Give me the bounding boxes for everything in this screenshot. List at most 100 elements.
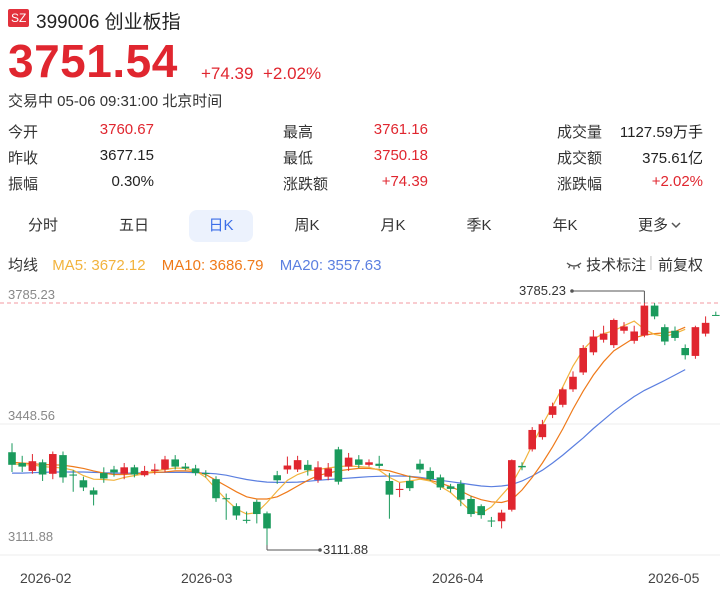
candle-body (599, 333, 608, 340)
candle-body (28, 461, 37, 471)
max-annotation-dot (570, 289, 574, 293)
last-price: 3751.54 (8, 35, 178, 87)
candle-body (518, 465, 526, 468)
kline-chart[interactable]: 3785.23 3448.56 3111.88 3785.23 3111.88 (0, 275, 720, 565)
x-tick-label: 2026-04 (432, 570, 484, 586)
tab-3[interactable]: 周K (275, 210, 339, 242)
candle-body (589, 336, 598, 353)
ma20-value: MA20: 3557.63 (279, 257, 382, 274)
tech-annotation-toggle[interactable]: 技术标注 (566, 254, 646, 275)
ma-label: 均线 (8, 257, 39, 274)
candle-body (355, 459, 363, 465)
adjust-button[interactable]: 前复权 (658, 257, 704, 274)
candle-body (365, 462, 373, 465)
candle-body (222, 498, 230, 500)
stat-value: +2.02% (651, 173, 703, 190)
y-tick-label: 3448.56 (8, 408, 55, 423)
candle-body (579, 348, 587, 373)
tab-2[interactable]: 日K (189, 210, 253, 242)
candle-body (38, 462, 47, 475)
candle-body (528, 429, 536, 450)
candle-body (559, 389, 567, 405)
ma-legend: 均线 MA5: 3672.12 MA10: 3686.79 MA20: 3557… (8, 254, 712, 275)
candle-body (701, 322, 710, 334)
ma10-value: MA10: 3686.79 (161, 257, 264, 274)
ma5-value: MA5: 3672.12 (52, 257, 146, 274)
eye-icon (566, 262, 582, 270)
stat-label: 涨跌额 (283, 176, 329, 193)
price-change: +74.39 (201, 64, 254, 83)
candle-body (538, 424, 547, 438)
stat-value: 1127.59万手 (619, 124, 703, 141)
candle-body (202, 473, 210, 475)
stat-value: 0.30% (111, 173, 154, 190)
stat-value: 375.61亿 (642, 150, 703, 167)
candle-body (446, 486, 455, 489)
candle-body (375, 463, 383, 466)
candle-body (151, 469, 159, 471)
trading-status: 交易中 05-06 09:31:00 北京时间 (8, 93, 223, 110)
stat-value: +74.39 (381, 173, 428, 190)
y-tick-label: 3785.23 (8, 287, 55, 302)
stat-value: 3750.18 (373, 147, 428, 164)
tab-0[interactable]: 分时 (11, 210, 75, 242)
stat-value: 3761.16 (373, 121, 428, 138)
candle-body (426, 470, 434, 480)
chevron-down-icon (671, 222, 681, 229)
candle-body (385, 480, 394, 495)
tab-label: 季K (466, 217, 492, 234)
stat-label: 振幅 (8, 176, 39, 193)
candle-body (548, 406, 557, 415)
candle-body (18, 463, 26, 467)
stat-label: 今开 (8, 124, 39, 141)
stat-value: 3760.67 (99, 121, 154, 138)
candle-body (344, 457, 353, 467)
candle-body (273, 475, 281, 481)
x-tick-label: 2026-02 (20, 570, 72, 586)
candle-body (110, 469, 118, 473)
candle-body (630, 331, 638, 341)
stat-label: 涨跌幅 (557, 176, 603, 193)
min-annotation-dot (318, 548, 322, 552)
candle-body (69, 474, 77, 476)
candle-body (406, 480, 414, 489)
candle-body (232, 506, 241, 516)
tab-4[interactable]: 月K (361, 210, 425, 242)
x-tick-label: 2026-03 (181, 570, 233, 586)
index-title: 399006 创业板指 (36, 12, 181, 33)
stat-label: 成交量 (557, 124, 603, 141)
x-tick-label: 2026-05 (648, 570, 700, 586)
candle-body (120, 467, 128, 474)
candle-body (8, 452, 16, 465)
candle-body (212, 479, 220, 499)
candle-body (100, 473, 108, 479)
candle-body (191, 468, 200, 474)
candle-body (130, 467, 139, 475)
candle-body (497, 512, 506, 522)
tab-label: 月K (380, 217, 406, 234)
candle-body (253, 501, 261, 515)
tab-label: 更多 (637, 217, 668, 234)
candle-body (671, 330, 679, 338)
candle-body (171, 459, 179, 467)
candle-body (304, 464, 312, 471)
candle-body (140, 470, 149, 476)
min-annotation-label: 3111.88 (323, 542, 368, 557)
tab-1[interactable]: 五日 (102, 210, 166, 242)
candle-body (610, 319, 618, 346)
candle-body (161, 459, 169, 470)
candle-body (691, 327, 700, 356)
candle-body (334, 449, 343, 482)
candle-body (283, 465, 292, 470)
candle-body (79, 480, 88, 488)
tab-5[interactable]: 季K (447, 210, 511, 242)
candle-body (650, 305, 659, 317)
candle-body (59, 455, 67, 478)
tab-7[interactable]: 更多 (628, 210, 692, 242)
candle-body (508, 460, 516, 510)
tab-6[interactable]: 年K (533, 210, 597, 242)
candle-body (314, 467, 322, 480)
divider: | (649, 254, 653, 271)
candle-body (712, 314, 720, 316)
candle-body (457, 483, 465, 500)
